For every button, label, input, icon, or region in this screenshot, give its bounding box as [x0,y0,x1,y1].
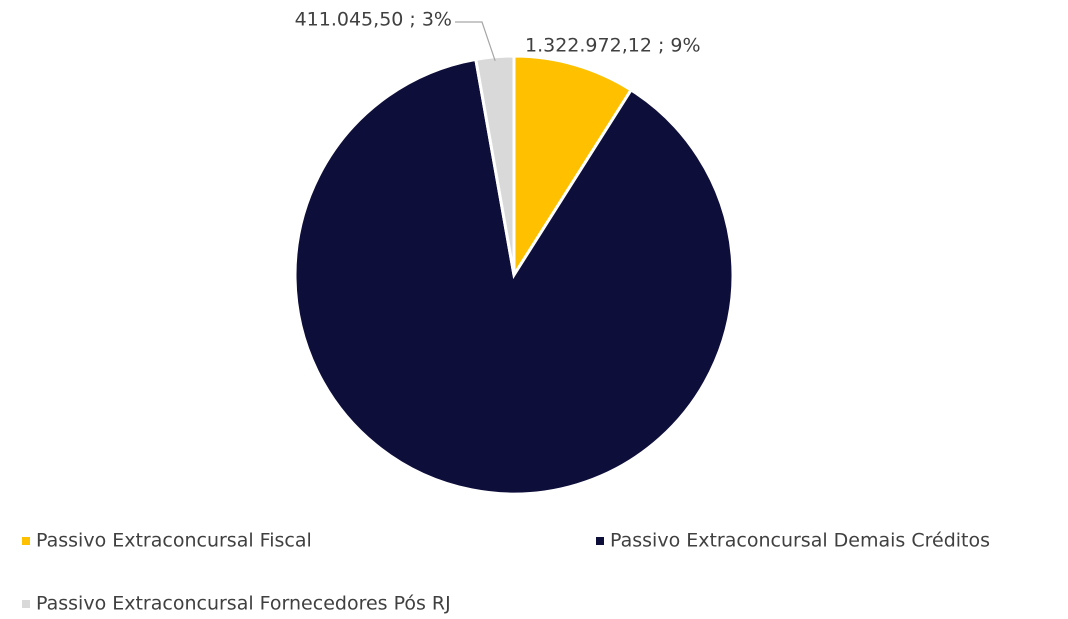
data-label: 1.322.972,12 ; 9% [525,35,701,57]
data-label: 411.045,50 ; 3% [295,9,452,31]
pie-slice [512,54,634,281]
pie-slice [474,54,516,276]
legend-label: Passivo Extraconcursal Fiscal [36,530,312,552]
legend-label: Passivo Extraconcursal Demais Créditos [610,530,990,552]
legend-swatch [22,600,30,608]
leader-line [455,21,496,62]
legend-label: Passivo Extraconcursal Fornecedores Pós … [36,593,451,615]
legend-swatch [596,537,604,545]
legend-swatch [22,537,30,545]
pie-slice [293,57,735,496]
